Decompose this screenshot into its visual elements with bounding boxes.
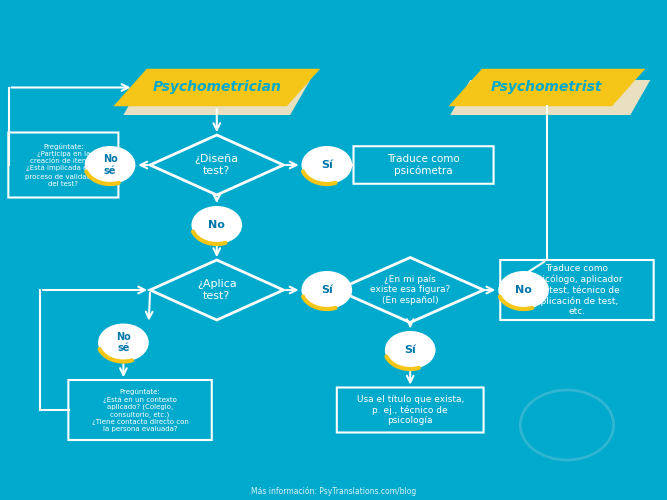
Circle shape [85,146,135,184]
Text: ¿Diseña
test?: ¿Diseña test? [195,154,239,176]
Text: Pregúntate:
¿Participa en la
creación de ítems?
¿Está implicada en el
proceso de: Pregúntate: ¿Participa en la creación de… [25,144,101,186]
Polygon shape [123,80,310,115]
Text: Sí: Sí [404,345,416,355]
Polygon shape [450,80,650,115]
Text: Más información: PsyTranslations.com/blog: Más información: PsyTranslations.com/blo… [251,486,416,496]
Text: Sí: Sí [321,285,333,295]
Text: Traduce como
psicómetra: Traduce como psicómetra [387,154,460,176]
Circle shape [301,271,352,309]
Circle shape [301,146,352,184]
Text: Pregúntate:
¿Está en un contexto
aplicado? (Colegio,
consultorio, etc.)
¿Tiene c: Pregúntate: ¿Está en un contexto aplicad… [91,388,189,432]
Polygon shape [448,68,645,106]
Text: ¿En mi país
existe esa figura?
(En español): ¿En mi país existe esa figura? (En españ… [370,275,450,305]
Text: Traduce como
psicólogo, aplicador
de test, técnico de
aplicación de test,
etc.: Traduce como psicólogo, aplicador de tes… [532,264,622,316]
Text: No
sé: No sé [103,154,117,176]
Text: No
sé: No sé [116,332,131,353]
Circle shape [98,324,149,362]
Text: Usa el título que exista,
p. ej., técnico de
psicología: Usa el título que exista, p. ej., técnic… [357,395,464,425]
Text: Psychometrist: Psychometrist [491,80,603,94]
Circle shape [498,271,549,309]
Text: No: No [515,285,532,295]
Polygon shape [113,68,320,106]
Text: ¿Aplica
test?: ¿Aplica test? [197,279,237,301]
Text: No: No [208,220,225,230]
Text: Sí: Sí [321,160,333,170]
Circle shape [191,206,242,244]
Text: Psychometrician: Psychometrician [152,80,281,94]
Circle shape [385,331,436,369]
